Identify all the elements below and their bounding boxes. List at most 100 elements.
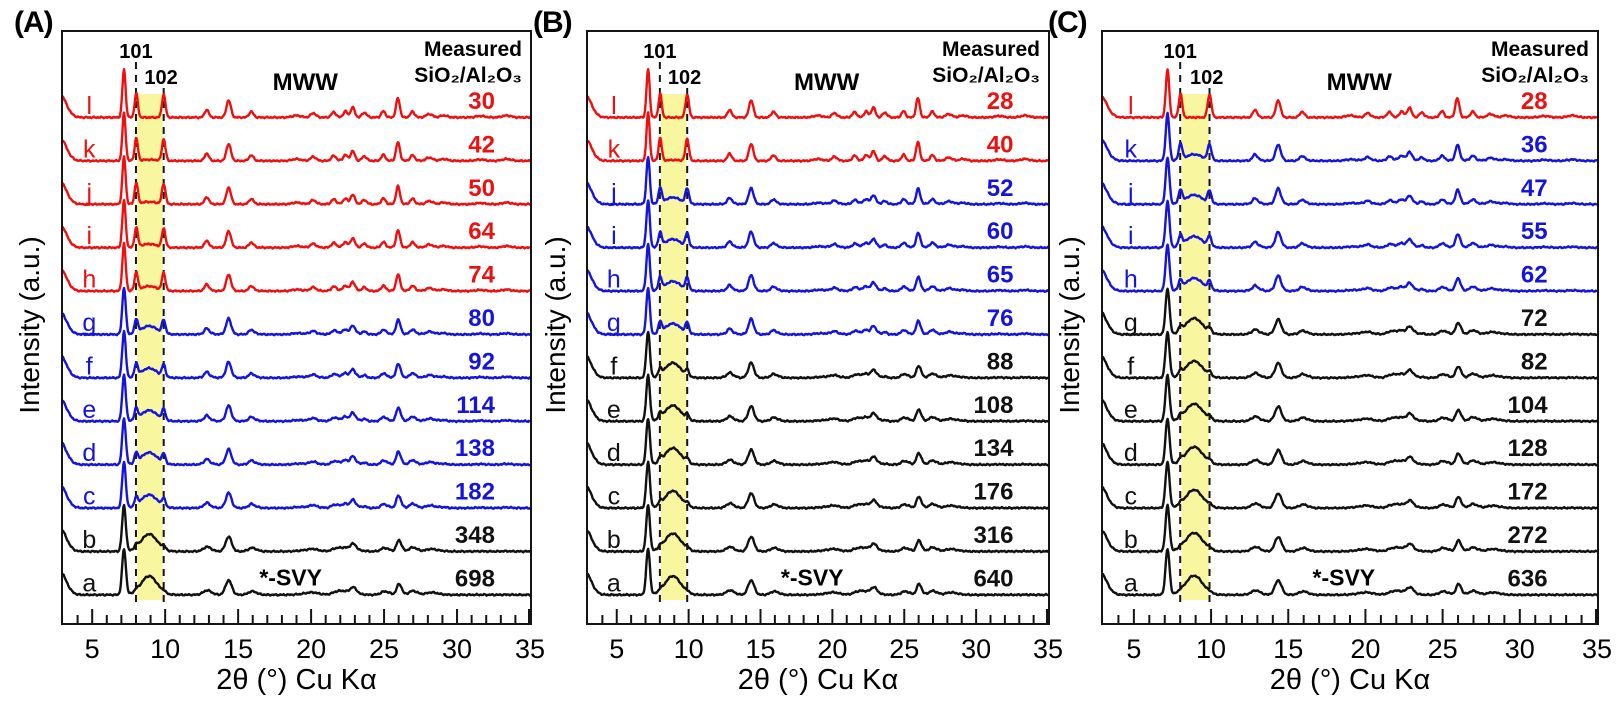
sio2-al2o3-value-b: 316 <box>973 522 1013 549</box>
x-tick-label: 30 <box>442 634 473 664</box>
trace-letter-e: e <box>607 396 621 424</box>
y-axis-label-a: Intensity (a.u.) <box>14 235 45 414</box>
highlight-band-101-102 <box>1181 94 1209 600</box>
sio2-al2o3-value-j: 50 <box>468 175 495 202</box>
xrd-trace-C-i <box>1103 199 1597 250</box>
xrd-trace-C-l <box>1103 68 1597 120</box>
x-tick-label: 15 <box>223 634 254 664</box>
sio2-al2o3-value-i: 55 <box>1521 218 1548 245</box>
sio2-al2o3-value-f: 92 <box>468 348 495 375</box>
xrd-trace-A-a <box>63 548 530 597</box>
trace-letter-c: c <box>1125 483 1138 511</box>
xrd-trace-A-f <box>63 329 530 380</box>
svy-phase-label: *-SVY <box>781 564 844 590</box>
trace-letter-j: j <box>610 179 617 207</box>
sio2-al2o3-value-c: 172 <box>1508 479 1548 506</box>
xrd-trace-A-i <box>63 198 530 250</box>
xrd-trace-C-h <box>1103 243 1597 294</box>
trace-letter-g: g <box>1124 309 1138 337</box>
highlight-band-101-102 <box>661 94 687 600</box>
svy-phase-label: *-SVY <box>259 564 322 590</box>
xrd-trace-C-k <box>1103 111 1597 163</box>
mww-phase-label: MWW <box>1327 69 1393 96</box>
trace-letter-f: f <box>610 352 617 380</box>
x-tick-label: 30 <box>1504 634 1535 664</box>
sio2-al2o3-value-g: 76 <box>987 305 1014 332</box>
sio2-al2o3-value-d: 134 <box>973 435 1014 462</box>
sio2-al2o3-value-j: 47 <box>1521 175 1548 202</box>
x-tick-label: 30 <box>961 634 992 664</box>
y-axis-label-c: Intensity (a.u.) <box>1054 235 1085 414</box>
peak-label-101: 101 <box>119 41 152 63</box>
sio2-al2o3-value-j: 52 <box>987 175 1014 202</box>
sio2-al2o3-value-e: 114 <box>456 392 495 419</box>
x-tick-label: 5 <box>1126 634 1142 664</box>
xrd-trace-B-a <box>588 547 1048 597</box>
mww-phase-label: MWW <box>273 69 339 96</box>
sio2-al2o3-value-l: 28 <box>1521 88 1548 115</box>
x-tick-label: 20 <box>296 634 327 664</box>
trace-letter-k: k <box>83 135 96 163</box>
trace-letter-d: d <box>1124 439 1138 467</box>
xrd-trace-B-g <box>588 286 1048 337</box>
x-tick-label: 10 <box>1196 634 1227 664</box>
trace-letter-i: i <box>1128 222 1134 250</box>
trace-letter-b: b <box>1124 526 1138 554</box>
xrd-trace-A-b <box>63 503 530 554</box>
sio2-al2o3-value-e: 108 <box>973 392 1013 419</box>
peak-label-102: 102 <box>144 67 177 89</box>
sio2-al2o3-value-a: 698 <box>455 565 495 592</box>
xrd-trace-C-c <box>1103 460 1597 510</box>
x-tick-label: 35 <box>1581 634 1613 664</box>
xrd-trace-B-i <box>588 199 1048 250</box>
sio2-al2o3-value-f: 82 <box>1521 348 1548 375</box>
xrd-trace-C-g <box>1103 287 1597 337</box>
x-tick-label: 15 <box>745 634 776 664</box>
x-axis-label-b: 2θ (°) Cu Kα <box>737 664 899 696</box>
xrd-trace-A-j <box>63 155 530 207</box>
trace-letter-c: c <box>608 483 621 511</box>
xrd-trace-C-a <box>1103 548 1597 597</box>
sio2-al2o3-value-a: 636 <box>1508 565 1548 592</box>
xrd-plot-svg: l 28 k 36 j 47 i 55 h 62 g 72 f 82 e 104 d 128 c 172 b 272 a 63… <box>1103 38 1597 623</box>
sio2-al2o3-value-k: 42 <box>468 131 495 158</box>
trace-letter-j: j <box>85 179 92 207</box>
trace-letter-f: f <box>86 352 93 380</box>
sio2-al2o3-value-k: 40 <box>987 131 1014 158</box>
sio2-al2o3-value-b: 348 <box>455 522 495 549</box>
sio2-al2o3-value-a: 640 <box>973 565 1013 592</box>
trace-letter-d: d <box>607 439 621 467</box>
peak-label-102: 102 <box>1190 67 1223 89</box>
sio2-al2o3-value-l: 28 <box>987 88 1014 115</box>
x-tick-label: 5 <box>84 634 100 664</box>
xrd-trace-B-b <box>588 504 1048 554</box>
sio2-al2o3-value-i: 60 <box>987 218 1014 245</box>
plot-area-c: l 28 k 36 j 47 i 55 h 62 g 72 f 82 e 104 d 128 c 172 b 272 a 63… <box>1101 30 1599 625</box>
sio2-al2o3-value-c: 182 <box>455 479 495 506</box>
sio2-al2o3-value-e: 104 <box>1508 392 1549 419</box>
sio2-al2o3-value-g: 72 <box>1521 305 1548 332</box>
xrd-trace-C-j <box>1103 156 1597 207</box>
mww-phase-label: MWW <box>794 69 860 96</box>
sio2-al2o3-value-k: 36 <box>1521 131 1548 158</box>
measured-header-line2: SiO₂/Al₂O₃ <box>1481 64 1589 87</box>
trace-letter-g: g <box>607 309 621 337</box>
svy-phase-label: *-SVY <box>1313 564 1376 590</box>
panel-a-letter: (A) <box>14 6 54 39</box>
trace-letter-f: f <box>1127 352 1134 380</box>
trace-letter-a: a <box>607 569 621 597</box>
panel-b-letter: (B) <box>533 6 573 39</box>
xrd-trace-B-l <box>588 68 1048 120</box>
xrd-trace-A-k <box>63 111 530 163</box>
xrd-trace-A-d <box>63 417 530 467</box>
panel-c-letter: (C) <box>1048 6 1088 39</box>
trace-letter-b: b <box>607 526 621 554</box>
measured-header-line1: Measured <box>424 38 522 61</box>
trace-letter-i: i <box>611 222 617 250</box>
trace-letter-a: a <box>1124 569 1138 597</box>
sio2-al2o3-value-g: 80 <box>468 305 495 332</box>
trace-letter-h: h <box>1124 266 1138 294</box>
measured-header-line2: SiO₂/Al₂O₃ <box>932 64 1040 87</box>
trace-letter-e: e <box>1124 396 1138 424</box>
trace-letter-k: k <box>1125 135 1138 163</box>
